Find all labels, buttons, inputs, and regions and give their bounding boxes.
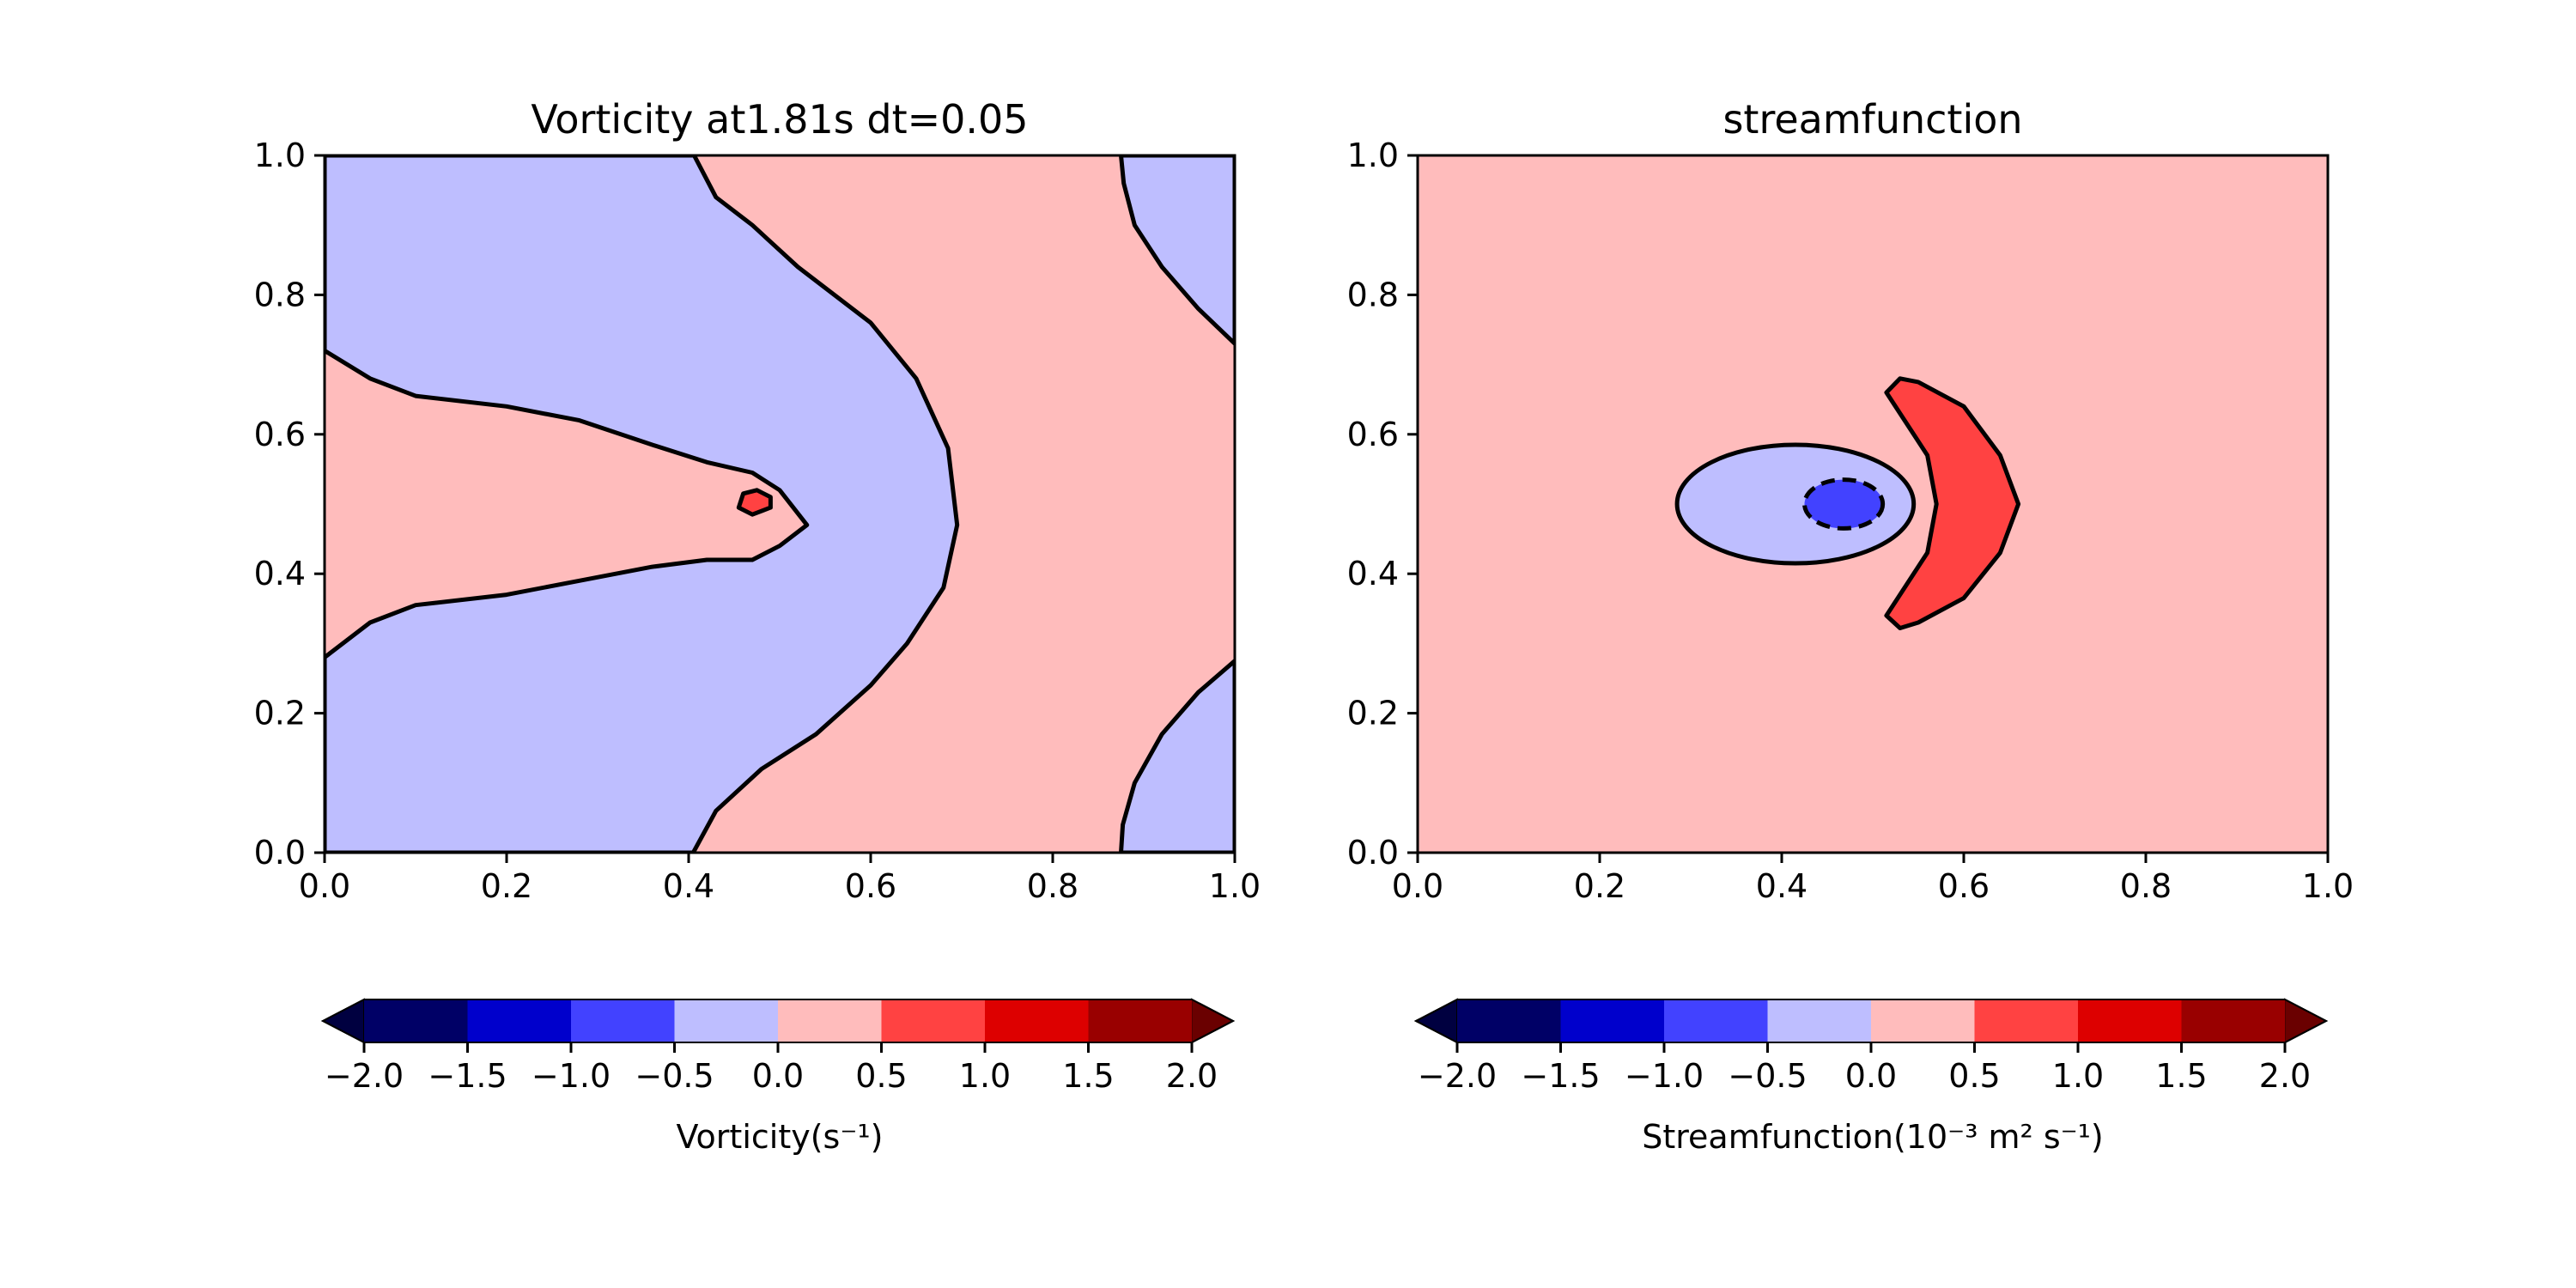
vorticity-colorbar-segment	[1088, 999, 1193, 1042]
vorticity-x-tick-label: 1.0	[1209, 867, 1261, 905]
vorticity-colorbar-segment	[778, 999, 882, 1042]
streamfunction-colorbar-segment	[2181, 999, 2286, 1042]
vorticity-colorbar-tick-label: −2.0	[325, 1057, 404, 1095]
vorticity-x-tick-label: 0.8	[1027, 867, 1078, 905]
streamfunction-panel: streamfunction 0.0 0.2 0.4 0.6 0.8 1.0 0.0 0.2…	[1347, 96, 2354, 1156]
vorticity-colorbar-under-arrow	[320, 998, 365, 1044]
vorticity-colorbar-label: Vorticity(s⁻¹)	[677, 1118, 884, 1156]
streamfunction-y-tick-label: 1.0	[1347, 137, 1399, 174]
streamfunction-x-tick-label: 1.0	[2302, 867, 2354, 905]
vorticity-colorbar-tick-label: −0.5	[635, 1057, 714, 1095]
streamfunction-x-axis: 0.0 0.2 0.4 0.6 0.8 1.0	[1392, 853, 2354, 905]
vorticity-x-tick-label: 0.2	[481, 867, 532, 905]
vorticity-y-tick-label: 1.0	[254, 137, 306, 174]
streamfunction-x-tick-label: 0.0	[1392, 867, 1443, 905]
streamfunction-axes-frame	[1416, 154, 2330, 854]
streamfunction-x-tick-label: 0.6	[1938, 867, 1990, 905]
vorticity-x-axis: 0.0 0.2 0.4 0.6 0.8 1.0	[299, 853, 1261, 905]
vorticity-axes-frame	[323, 154, 1236, 854]
streamfunction-colorbar-segment	[1767, 999, 1872, 1042]
streamfunction-x-tick-label: 0.2	[1574, 867, 1625, 905]
streamfunction-colorbar-segment	[1871, 999, 1975, 1042]
vorticity-plot-area	[323, 154, 1236, 854]
vorticity-colorbar-tick-label: 1.0	[959, 1057, 1011, 1095]
vorticity-region-small-core-near-center	[736, 488, 773, 517]
vorticity-x-tick-label: 0.4	[663, 867, 714, 905]
vorticity-y-tick-label: 0.4	[254, 555, 306, 592]
vorticity-y-axis: 0.0 0.2 0.4 0.6 0.8 1.0	[254, 137, 325, 872]
streamfunction-colorbar-tick-label: −1.0	[1625, 1057, 1704, 1095]
streamfunction-y-tick-label: 0.6	[1347, 416, 1399, 453]
streamfunction-y-tick-label: 0.0	[1347, 834, 1399, 872]
streamfunction-colorbar-tick-label: −1.5	[1521, 1057, 1600, 1095]
streamfunction-title: streamfunction	[1722, 96, 2022, 143]
vorticity-y-tick-label: 0.8	[254, 276, 306, 313]
vorticity-title: Vorticity at1.81s dt=0.05	[531, 96, 1028, 143]
vorticity-colorbar: −2.0 −1.5 −1.0 −0.5 0.0 0.5 1.0 1.5 2.0	[320, 998, 1236, 1095]
streamfunction-colorbar-segment	[1974, 999, 2079, 1042]
vorticity-colorbar-segment	[881, 999, 986, 1042]
vorticity-colorbar-segment	[985, 999, 1089, 1042]
streamfunction-colorbar-over-arrow	[2284, 998, 2329, 1044]
streamfunction-y-axis: 0.0 0.2 0.4 0.6 0.8 1.0	[1347, 137, 1418, 872]
vorticity-x-tick-label: 0.0	[299, 867, 350, 905]
vorticity-region-top-right-corner	[1119, 155, 1235, 346]
vorticity-y-tick-label: 0.2	[254, 695, 306, 732]
streamfunction-colorbar-label: Streamfunction(10⁻³ m² s⁻¹)	[1642, 1118, 2104, 1156]
streamfunction-colorbar-tick-label: −2.0	[1418, 1057, 1497, 1095]
streamfunction-plot-area	[1416, 154, 2330, 854]
vorticity-colorbar-tick-label: −1.0	[532, 1057, 611, 1095]
streamfunction-colorbar-under-arrow	[1413, 998, 1458, 1044]
vorticity-colorbar-segment	[571, 999, 675, 1042]
streamfunction-colorbar-tick-label: −0.5	[1728, 1057, 1807, 1095]
vorticity-y-tick-label: 0.0	[254, 834, 306, 872]
streamfunction-y-tick-label: 0.8	[1347, 276, 1399, 313]
streamfunction-region-crescent	[1884, 376, 2021, 630]
vorticity-colorbar-over-arrow	[1191, 998, 1236, 1044]
streamfunction-y-tick-label: 0.4	[1347, 555, 1399, 592]
vorticity-colorbar-segment	[364, 999, 468, 1042]
streamfunction-colorbar-tick-label: 0.5	[1948, 1057, 2000, 1095]
vorticity-x-tick-label: 0.6	[845, 867, 896, 905]
streamfunction-colorbar-tick-label: 2.0	[2259, 1057, 2311, 1095]
streamfunction-colorbar-tick-label: 1.5	[2155, 1057, 2207, 1095]
streamfunction-colorbar-segment	[2078, 999, 2182, 1042]
vorticity-region-upper-left-lobe	[325, 155, 960, 853]
streamfunction-x-tick-label: 0.4	[1756, 867, 1807, 905]
vorticity-colorbar-tick-label: 1.5	[1062, 1057, 1114, 1095]
vorticity-colorbar-tick-label: 0.0	[752, 1057, 804, 1095]
vorticity-panel: Vorticity at1.81s dt=0.05 0.0 0.2 0.4 0.6 0.…	[254, 96, 1261, 1156]
streamfunction-colorbar-tick-label: 1.0	[2052, 1057, 2104, 1095]
streamfunction-colorbar: −2.0 −1.5 −1.0 −0.5 0.0 0.5 1.0 1.5 2.0	[1413, 998, 2329, 1095]
vorticity-colorbar-tick-label: 0.5	[855, 1057, 907, 1095]
streamfunction-colorbar-segment	[1560, 999, 1665, 1042]
streamfunction-colorbar-tick-label: 0.0	[1845, 1057, 1897, 1095]
streamfunction-y-tick-label: 0.2	[1347, 695, 1399, 732]
vorticity-region-bottom-right-corner	[1119, 659, 1235, 853]
vorticity-colorbar-tick-label: −1.5	[428, 1057, 507, 1095]
streamfunction-region-ellipse	[1674, 442, 1917, 566]
vorticity-colorbar-segment	[467, 999, 572, 1042]
streamfunction-colorbar-segment	[1664, 999, 1768, 1042]
vorticity-colorbar-tick-label: 2.0	[1166, 1057, 1218, 1095]
streamfunction-x-tick-label: 0.8	[2120, 867, 2172, 905]
vorticity-y-tick-label: 0.6	[254, 416, 306, 453]
streamfunction-colorbar-segment	[1457, 999, 1561, 1042]
streamfunction-region-inner-ellipse-dashed-	[1802, 477, 1886, 531]
vorticity-colorbar-segment	[674, 999, 779, 1042]
